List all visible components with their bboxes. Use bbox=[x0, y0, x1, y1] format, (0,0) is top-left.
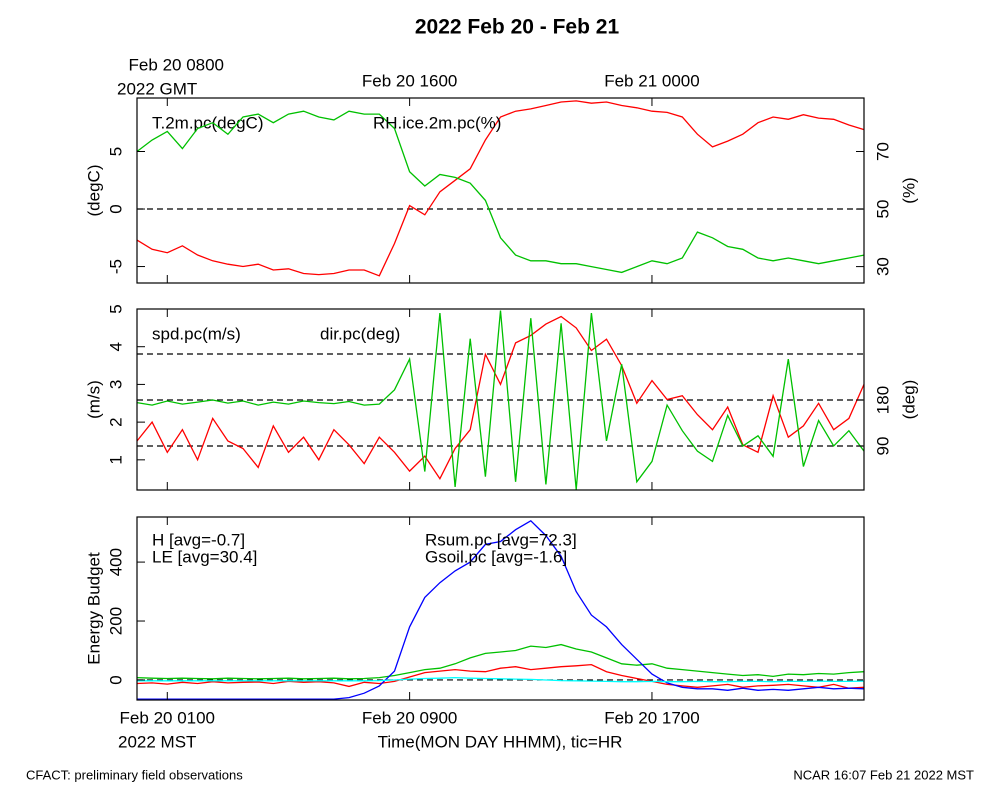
y2-axis-label: (deg) bbox=[899, 380, 918, 420]
series-line bbox=[136, 310, 865, 490]
y-tick-label: 2 bbox=[106, 417, 125, 426]
series-line bbox=[137, 676, 865, 683]
y-tick-label: 1 bbox=[106, 455, 125, 464]
legend-label: LE [avg=30.4] bbox=[152, 547, 257, 566]
y2-tick-label: 50 bbox=[873, 200, 892, 219]
legend-label: spd.pc(m/s) bbox=[152, 324, 241, 343]
x-axis-label: Time(MON DAY HHMM), tic=HR bbox=[378, 732, 623, 751]
y2-tick-label: 180 bbox=[873, 386, 892, 414]
y-tick-label: 5 bbox=[106, 147, 125, 156]
series-line bbox=[137, 519, 865, 700]
x-tick-label: Feb 20 0900 bbox=[362, 708, 457, 727]
y-axis-label: (degC) bbox=[84, 165, 103, 217]
plot-frame bbox=[136, 97, 865, 284]
legend-label: Rsum.pc [avg=72.3] bbox=[425, 530, 577, 549]
page-title: 2022 Feb 20 - Feb 21 bbox=[415, 16, 620, 39]
y-tick-label: 400 bbox=[106, 548, 125, 576]
y2-tick-label: 30 bbox=[873, 257, 892, 276]
legend-label: Gsoil.pc [avg=-1.6] bbox=[425, 547, 567, 566]
legend-label: dir.pc(deg) bbox=[320, 324, 400, 343]
x-tick-label: Feb 20 1700 bbox=[604, 708, 699, 727]
x-tick-label: Feb 20 0100 bbox=[120, 708, 215, 727]
series-line bbox=[136, 643, 865, 680]
footer-left: CFACT: preliminary field observations bbox=[26, 767, 243, 782]
series-line bbox=[136, 100, 865, 277]
plot-frame bbox=[136, 516, 865, 701]
footer-right: NCAR 16:07 Feb 21 2022 MST bbox=[793, 767, 974, 782]
x-tick-label: Feb 20 1600 bbox=[362, 71, 457, 90]
x-timezone-label: 2022 MST bbox=[118, 732, 196, 751]
plot-frame bbox=[136, 308, 865, 491]
y-axis-label: Energy Budget bbox=[84, 552, 103, 665]
x-tick-label: Feb 21 0000 bbox=[604, 71, 699, 90]
series-line bbox=[136, 663, 865, 689]
y2-tick-label: 70 bbox=[873, 142, 892, 161]
y-tick-label: 3 bbox=[106, 380, 125, 389]
y2-tick-label: 90 bbox=[873, 437, 892, 456]
y-tick-label: -5 bbox=[106, 259, 125, 274]
legend-label: T.2m.pc(degC) bbox=[152, 113, 263, 132]
y-tick-label: 5 bbox=[106, 304, 125, 313]
y-tick-label: 200 bbox=[106, 607, 125, 635]
y2-axis-label: (%) bbox=[899, 177, 918, 203]
legend-label: H [avg=-0.7] bbox=[152, 530, 245, 549]
x-timezone-label: 2022 GMT bbox=[117, 79, 197, 98]
x-tick-label: Feb 20 0800 bbox=[129, 55, 224, 74]
y-axis-label: (m/s) bbox=[84, 380, 103, 419]
y-tick-label: 0 bbox=[106, 675, 125, 684]
legend-label: RH.ice.2m.pc(%) bbox=[373, 113, 501, 132]
y-tick-label: 0 bbox=[106, 204, 125, 213]
series-line bbox=[136, 110, 865, 274]
y-tick-label: 4 bbox=[106, 342, 125, 351]
